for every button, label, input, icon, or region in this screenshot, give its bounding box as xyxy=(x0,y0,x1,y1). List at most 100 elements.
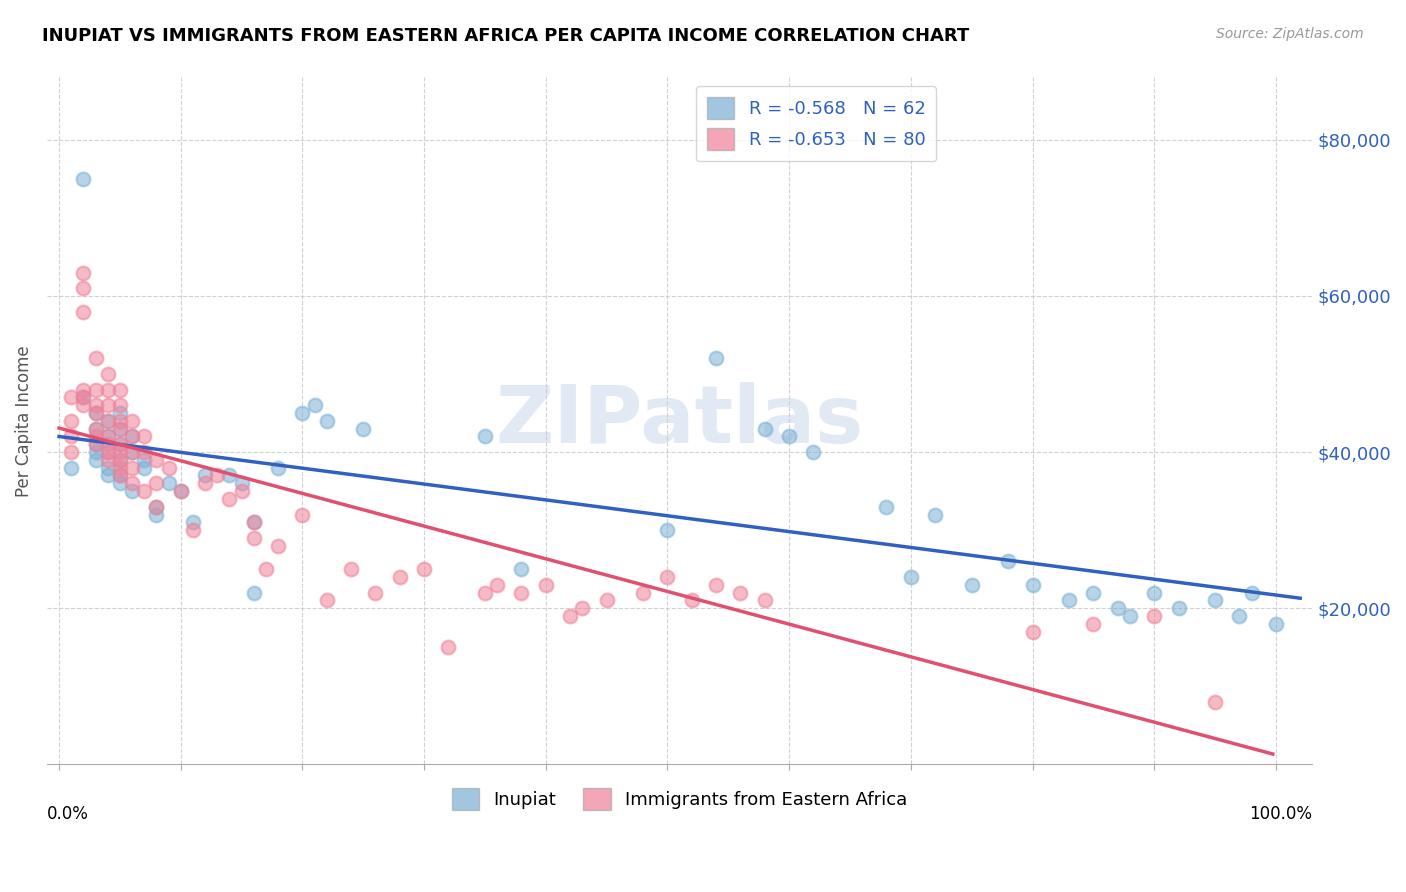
Point xyxy=(960,578,983,592)
Point xyxy=(1057,593,1080,607)
Point xyxy=(97,437,120,451)
Point xyxy=(134,445,156,459)
Point xyxy=(534,578,557,592)
Point xyxy=(730,585,752,599)
Point xyxy=(1143,609,1166,624)
Point xyxy=(84,351,107,366)
Point xyxy=(134,484,156,499)
Point xyxy=(108,468,131,483)
Point xyxy=(97,445,120,459)
Point xyxy=(134,453,156,467)
Point xyxy=(72,383,94,397)
Point xyxy=(60,414,83,428)
Point xyxy=(60,460,83,475)
Point xyxy=(1083,616,1105,631)
Point xyxy=(486,578,509,592)
Point xyxy=(291,508,314,522)
Point xyxy=(97,460,120,475)
Point xyxy=(304,398,326,412)
Point xyxy=(145,500,167,514)
Point xyxy=(218,491,240,506)
Point xyxy=(1119,609,1142,624)
Point xyxy=(108,422,131,436)
Point xyxy=(194,476,217,491)
Point xyxy=(72,172,94,186)
Point xyxy=(437,640,460,655)
Point xyxy=(108,437,131,451)
Point xyxy=(97,383,120,397)
Point xyxy=(72,281,94,295)
Point xyxy=(413,562,436,576)
Point xyxy=(108,453,131,467)
Point xyxy=(84,398,107,412)
Text: Source: ZipAtlas.com: Source: ZipAtlas.com xyxy=(1216,27,1364,41)
Point xyxy=(72,391,94,405)
Point xyxy=(704,578,727,592)
Point xyxy=(121,445,143,459)
Point xyxy=(84,422,107,436)
Point xyxy=(754,593,776,607)
Point xyxy=(84,437,107,451)
Point xyxy=(242,516,264,530)
Point xyxy=(108,437,131,451)
Point xyxy=(997,554,1019,568)
Point xyxy=(121,484,143,499)
Point xyxy=(84,445,107,459)
Point xyxy=(340,562,363,576)
Point xyxy=(474,585,496,599)
Point xyxy=(84,453,107,467)
Point xyxy=(97,429,120,443)
Point xyxy=(681,593,703,607)
Point xyxy=(474,429,496,443)
Point xyxy=(315,414,337,428)
Point xyxy=(900,570,922,584)
Point xyxy=(121,429,143,443)
Point xyxy=(242,585,264,599)
Point xyxy=(72,266,94,280)
Point xyxy=(778,429,800,443)
Point xyxy=(108,383,131,397)
Point xyxy=(1204,593,1226,607)
Point xyxy=(231,484,253,499)
Point xyxy=(254,562,277,576)
Point xyxy=(1240,585,1263,599)
Point xyxy=(1107,601,1129,615)
Point xyxy=(571,601,593,615)
Point xyxy=(803,445,825,459)
Point xyxy=(121,414,143,428)
Point xyxy=(145,508,167,522)
Point xyxy=(315,593,337,607)
Point xyxy=(108,460,131,475)
Point xyxy=(72,391,94,405)
Point xyxy=(157,476,180,491)
Point xyxy=(108,445,131,459)
Point xyxy=(108,398,131,412)
Point xyxy=(181,523,204,537)
Point xyxy=(108,476,131,491)
Point xyxy=(170,484,193,499)
Point xyxy=(108,414,131,428)
Point xyxy=(97,445,120,459)
Point xyxy=(876,500,898,514)
Point xyxy=(267,539,290,553)
Point xyxy=(242,531,264,545)
Point xyxy=(84,406,107,420)
Point xyxy=(1264,616,1286,631)
Point xyxy=(657,570,679,584)
Point xyxy=(595,593,617,607)
Text: INUPIAT VS IMMIGRANTS FROM EASTERN AFRICA PER CAPITA INCOME CORRELATION CHART: INUPIAT VS IMMIGRANTS FROM EASTERN AFRIC… xyxy=(42,27,969,45)
Point xyxy=(207,468,229,483)
Point xyxy=(97,414,120,428)
Point xyxy=(145,500,167,514)
Point xyxy=(108,453,131,467)
Point xyxy=(218,468,240,483)
Point xyxy=(60,391,83,405)
Point xyxy=(72,304,94,318)
Point xyxy=(97,468,120,483)
Point xyxy=(631,585,654,599)
Point xyxy=(121,460,143,475)
Point xyxy=(97,367,120,381)
Point xyxy=(60,445,83,459)
Point xyxy=(510,585,533,599)
Point xyxy=(121,429,143,443)
